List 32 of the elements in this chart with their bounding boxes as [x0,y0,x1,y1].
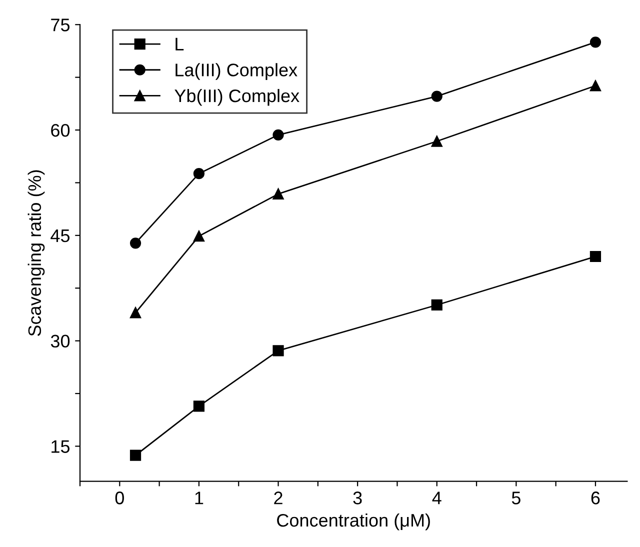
y-tick-label: 15 [52,440,70,453]
y-axis-title: Scavenging ratio (%) [28,170,45,336]
legend-label: La(III) Complex [176,63,298,80]
point [431,299,442,311]
x-tick-label: 4 [432,492,442,504]
y-tick-label: 45 [50,230,70,242]
y-tick-label: 30 [50,334,70,348]
point [193,168,205,180]
x-axis-title: Concentration (μM) [277,513,430,530]
x-tick-label: 1 [195,492,204,504]
point [272,129,284,140]
point [431,90,442,102]
y-tick-label: 75 [51,18,70,32]
legend-label: Yb(III) Complex [174,88,300,106]
point [130,238,142,249]
point [590,80,602,92]
point [130,450,142,461]
x-tick-label: 5 [512,492,520,504]
point [590,36,602,48]
point [431,136,442,147]
x-tick-label: 2 [274,492,282,504]
x-tick-label: 6 [591,492,600,504]
point [272,188,284,200]
y-tick-label: 60 [51,124,70,137]
point [193,230,205,242]
point [590,250,602,262]
x-tick-label: 0 [115,492,124,504]
legend-label: L [176,38,184,50]
point [193,400,205,412]
point [272,345,284,356]
x-tick-label: 3 [353,492,362,504]
point [130,307,142,318]
